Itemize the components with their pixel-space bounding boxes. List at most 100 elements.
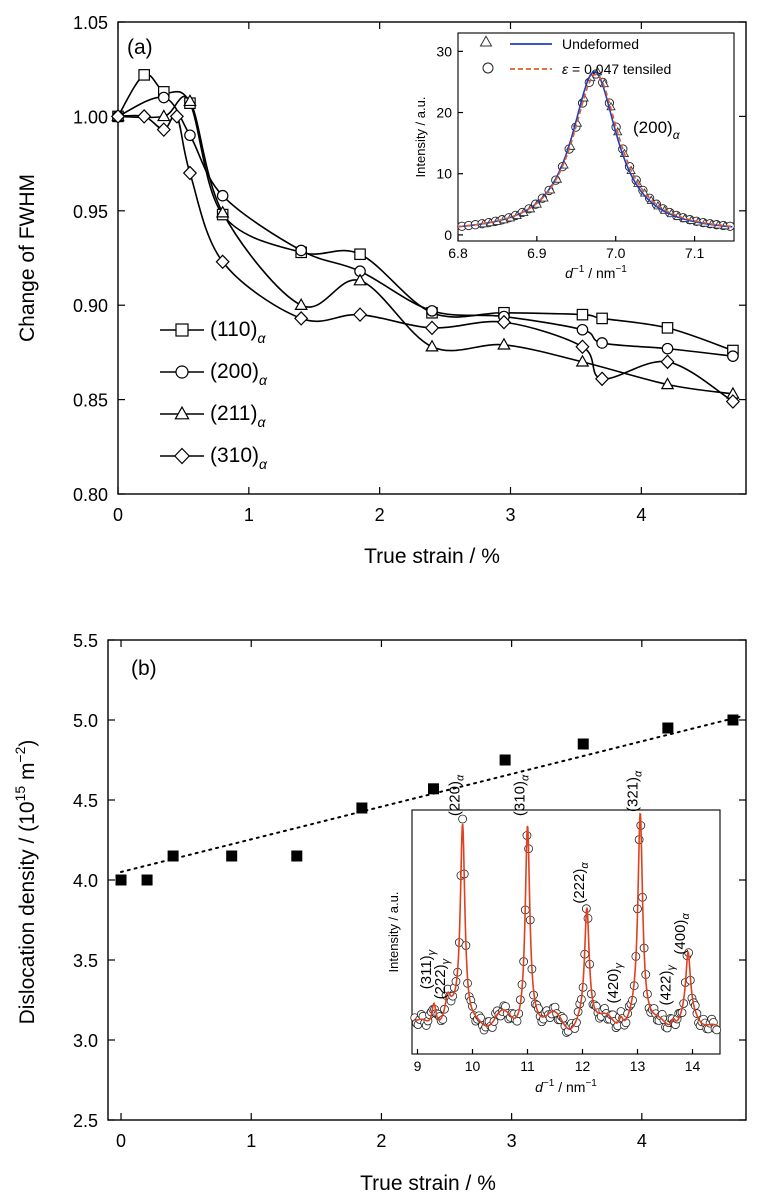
data-point-diamond — [182, 165, 198, 181]
data-point-triangle — [497, 337, 511, 350]
data-point — [291, 850, 303, 862]
y-tick-label: 0.90 — [73, 296, 108, 316]
legend-item-211: (211)α — [160, 402, 266, 430]
inset-x-tick-label: 12 — [575, 1058, 591, 1074]
data-point-diamond — [156, 122, 171, 137]
legend-item-310: (310)α — [160, 444, 268, 472]
inset-a-x-axis-label: d−1 / nm−1 — [565, 264, 627, 281]
peak-label: (400)α — [672, 913, 692, 955]
data-point-diamond — [725, 394, 740, 409]
y-tick-label: 0.85 — [73, 391, 108, 411]
panel-a-inset: 6.8 6.9 7.0 7.1 0 10 20 30 Intensity / a.u. d−1… — [413, 32, 735, 281]
inset-a-ticks: 6.8 6.9 7.0 7.1 0 10 20 30 — [436, 43, 704, 261]
x-tick-label: 2 — [376, 1131, 386, 1151]
data-point-circle — [216, 189, 229, 202]
data-point-square — [576, 308, 589, 321]
data-point-circle — [576, 323, 589, 336]
inset-b-x-axis-label: d−1 / nm−1 — [535, 1078, 597, 1095]
data-point-diamond — [169, 109, 184, 124]
panel-a-x-axis-label: True strain / % — [364, 545, 500, 568]
data-point-circle — [426, 305, 438, 317]
x-tick-label: 0 — [116, 1131, 126, 1151]
trendline — [120, 715, 741, 873]
data-point-diamond — [424, 320, 440, 336]
legend-label-211: (211)α — [210, 402, 266, 430]
data-point — [662, 722, 674, 734]
x-tick-label: 1 — [246, 1131, 256, 1151]
panel-b-inset: 9 10 11 12 13 14 (311)γ(222)γ (220)α (310)α (222… — [386, 770, 722, 1095]
panel-b-y-axis-label: Dislocation density / (1015 m−2) — [12, 740, 39, 1025]
legend-label-200: (200)α — [210, 360, 268, 388]
panel-a-ticks: 0 1 2 3 4 0.80 0.85 0.90 0.95 1.00 1.05 — [73, 13, 746, 525]
data-point-diamond — [215, 254, 230, 270]
data-point-triangle — [353, 273, 367, 286]
panel-b-axes-frame — [107, 639, 747, 1121]
inset-a-markers — [457, 66, 735, 231]
peak-label: (222)γ — [432, 957, 452, 999]
data-point-diamond — [575, 339, 590, 355]
legend-label-310: (310)α — [210, 444, 268, 472]
data-point — [141, 874, 153, 886]
inset-a-legend-tensiled: ε = 0.047 tensiled — [562, 61, 671, 77]
inset-x-tick-label: 6.9 — [527, 245, 547, 261]
legend-marker-circle — [175, 365, 189, 379]
inset-y-tick-label: 10 — [436, 166, 452, 182]
data-point-circle — [661, 342, 674, 355]
x-tick-label: 3 — [507, 1131, 517, 1151]
inset-x-tick-label: 7.1 — [685, 245, 705, 261]
y-tick-label: 5.5 — [73, 631, 98, 651]
legend-item-200: (200)α — [160, 360, 268, 388]
x-tick-label: 2 — [375, 505, 385, 525]
data-point-square — [661, 322, 674, 334]
data-point — [115, 874, 127, 886]
data-point — [428, 783, 440, 795]
data-point-square — [354, 248, 366, 261]
panel-b-ticks: 0 1 2 3 42.53.03.54.04.55.05.5 — [73, 631, 746, 1151]
panel-a: 0 1 2 3 4 0.80 0.85 0.90 0.95 1.00 1.05 (a) True s… — [16, 13, 747, 568]
y-tick-label: 1.00 — [73, 107, 108, 127]
data-point-circle — [184, 129, 196, 142]
y-tick-label: 2.5 — [73, 1111, 98, 1131]
x-tick-label: 0 — [113, 505, 123, 525]
legend-marker-triangle — [174, 405, 190, 420]
data-point-triangle — [660, 377, 675, 390]
panel-b-markers — [115, 714, 739, 886]
data-point-diamond — [352, 307, 368, 323]
data-point-diamond — [496, 314, 512, 330]
y-tick-label: 3.5 — [73, 951, 98, 971]
data-point — [356, 802, 368, 814]
data-point — [499, 754, 511, 766]
inset-a-legend-undeformed: Undeformed — [562, 36, 639, 52]
data-point — [577, 738, 589, 750]
inset-a-peak-label: (200)α — [633, 118, 681, 142]
inset-b-ticks: 9 10 11 12 13 14 — [414, 1049, 700, 1074]
y-tick-label: 0.80 — [73, 485, 108, 505]
inset-x-tick-label: 6.8 — [448, 245, 468, 261]
data-point — [226, 850, 238, 862]
inset-b-circle-point — [712, 1025, 722, 1035]
inset-y-tick-label: 20 — [436, 105, 452, 121]
peak-label: (311)γ — [418, 948, 438, 989]
inset-b-fit-line — [414, 812, 718, 1030]
panel-a-legend: (110)α (200)α (211)α (310)α — [160, 318, 268, 472]
peak-label: (321)α — [624, 770, 644, 812]
peak-label: (420)γ — [605, 961, 625, 1003]
data-point-triangle — [425, 339, 439, 352]
data-point-circle — [295, 244, 307, 257]
data-point-diamond — [660, 354, 675, 370]
inset-a-fit-lines — [457, 70, 733, 228]
inset-a-tensiled-line — [457, 73, 733, 228]
inset-a-frame — [457, 32, 735, 242]
data-point-circle — [596, 337, 608, 349]
data-point-triangle — [294, 297, 308, 310]
data-point — [727, 714, 739, 726]
panel-a-label: (a) — [127, 36, 153, 59]
inset-a-legend-triangle — [479, 35, 493, 47]
inset-x-tick-label: 13 — [630, 1058, 646, 1074]
panel-a-axes-frame — [117, 21, 747, 495]
y-tick-label: 4.5 — [73, 791, 98, 811]
inset-x-tick-label: 9 — [414, 1058, 422, 1074]
x-tick-label: 3 — [505, 505, 515, 525]
legend-marker-diamond — [173, 447, 191, 465]
